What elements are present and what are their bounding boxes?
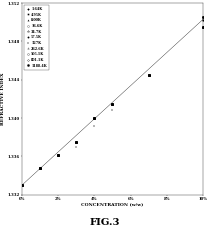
Y-axis label: REFRACTIVE INDEX: REFRACTIVE INDEX [1, 73, 5, 125]
Legend: 1.64K, 4.95K, 8.00K, 16.6K, 34.7K, 57.5K, 127K, 262.6K, 505.1K, 801.1K, 1188.4K: 1.64K, 4.95K, 8.00K, 16.6K, 34.7K, 57.5K… [23, 5, 49, 70]
X-axis label: CONCENTRATION (w/w): CONCENTRATION (w/w) [81, 203, 144, 207]
Text: FIG.3: FIG.3 [89, 218, 120, 227]
